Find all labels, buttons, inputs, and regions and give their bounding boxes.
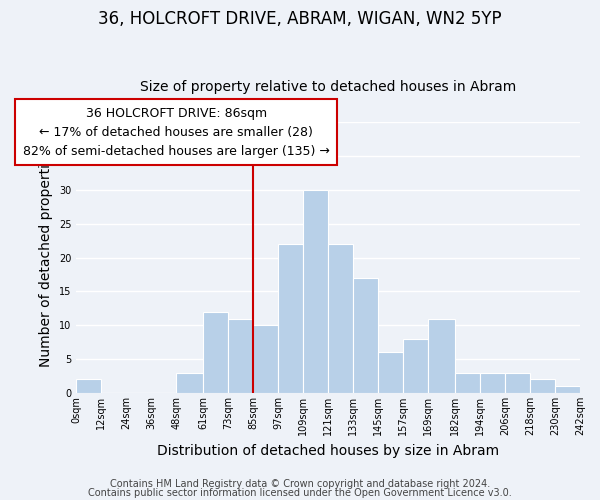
Text: Contains public sector information licensed under the Open Government Licence v3: Contains public sector information licen… xyxy=(88,488,512,498)
Bar xyxy=(228,318,253,393)
Text: Contains HM Land Registry data © Crown copyright and database right 2024.: Contains HM Land Registry data © Crown c… xyxy=(110,479,490,489)
Bar xyxy=(76,380,101,393)
Bar xyxy=(378,352,403,393)
Bar xyxy=(505,372,530,393)
Bar xyxy=(303,190,328,393)
Bar xyxy=(176,372,203,393)
Bar xyxy=(555,386,580,393)
X-axis label: Distribution of detached houses by size in Abram: Distribution of detached houses by size … xyxy=(157,444,499,458)
Bar xyxy=(203,312,228,393)
Bar xyxy=(530,380,555,393)
Bar xyxy=(480,372,505,393)
Bar xyxy=(253,326,278,393)
Title: Size of property relative to detached houses in Abram: Size of property relative to detached ho… xyxy=(140,80,516,94)
Bar xyxy=(428,318,455,393)
Text: 36 HOLCROFT DRIVE: 86sqm
← 17% of detached houses are smaller (28)
82% of semi-d: 36 HOLCROFT DRIVE: 86sqm ← 17% of detach… xyxy=(23,106,329,158)
Bar xyxy=(278,244,303,393)
Bar xyxy=(455,372,480,393)
Text: 36, HOLCROFT DRIVE, ABRAM, WIGAN, WN2 5YP: 36, HOLCROFT DRIVE, ABRAM, WIGAN, WN2 5Y… xyxy=(98,10,502,28)
Bar xyxy=(353,278,378,393)
Bar xyxy=(403,339,428,393)
Y-axis label: Number of detached properties: Number of detached properties xyxy=(39,148,53,367)
Bar xyxy=(328,244,353,393)
